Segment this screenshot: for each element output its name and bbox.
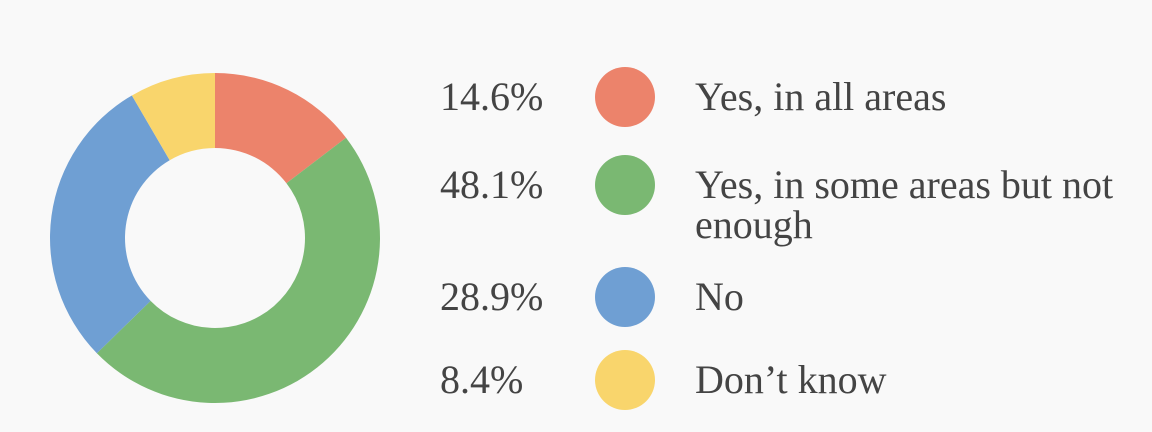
donut-slice — [131, 73, 215, 161]
legend-label: Don’t know — [695, 357, 887, 402]
value-label: 8.4% — [440, 357, 524, 402]
legend-label: Yes, in all areas — [695, 74, 947, 119]
value-label: 48.1% — [440, 162, 544, 207]
legend-item: 48.1% Yes, in some areas but not enough — [440, 155, 1140, 245]
legend-label: No — [695, 274, 744, 319]
legend-swatch — [595, 267, 655, 327]
donut-chart — [49, 73, 380, 404]
donut-slice — [49, 95, 170, 354]
legend-swatch — [595, 350, 655, 410]
value-label: 14.6% — [440, 74, 544, 119]
donut-slice — [96, 137, 380, 404]
legend-item: 28.9% No — [440, 267, 1140, 327]
donut-slice — [215, 73, 347, 184]
legend-swatch — [595, 67, 655, 127]
value-label: 28.9% — [440, 274, 544, 319]
legend-item: 8.4% Don’t know — [440, 350, 1140, 410]
legend-swatch — [595, 155, 655, 215]
legend-label: Yes, in some areas but not enough — [695, 162, 1114, 247]
legend-item: 14.6% Yes, in all areas — [440, 67, 1140, 127]
